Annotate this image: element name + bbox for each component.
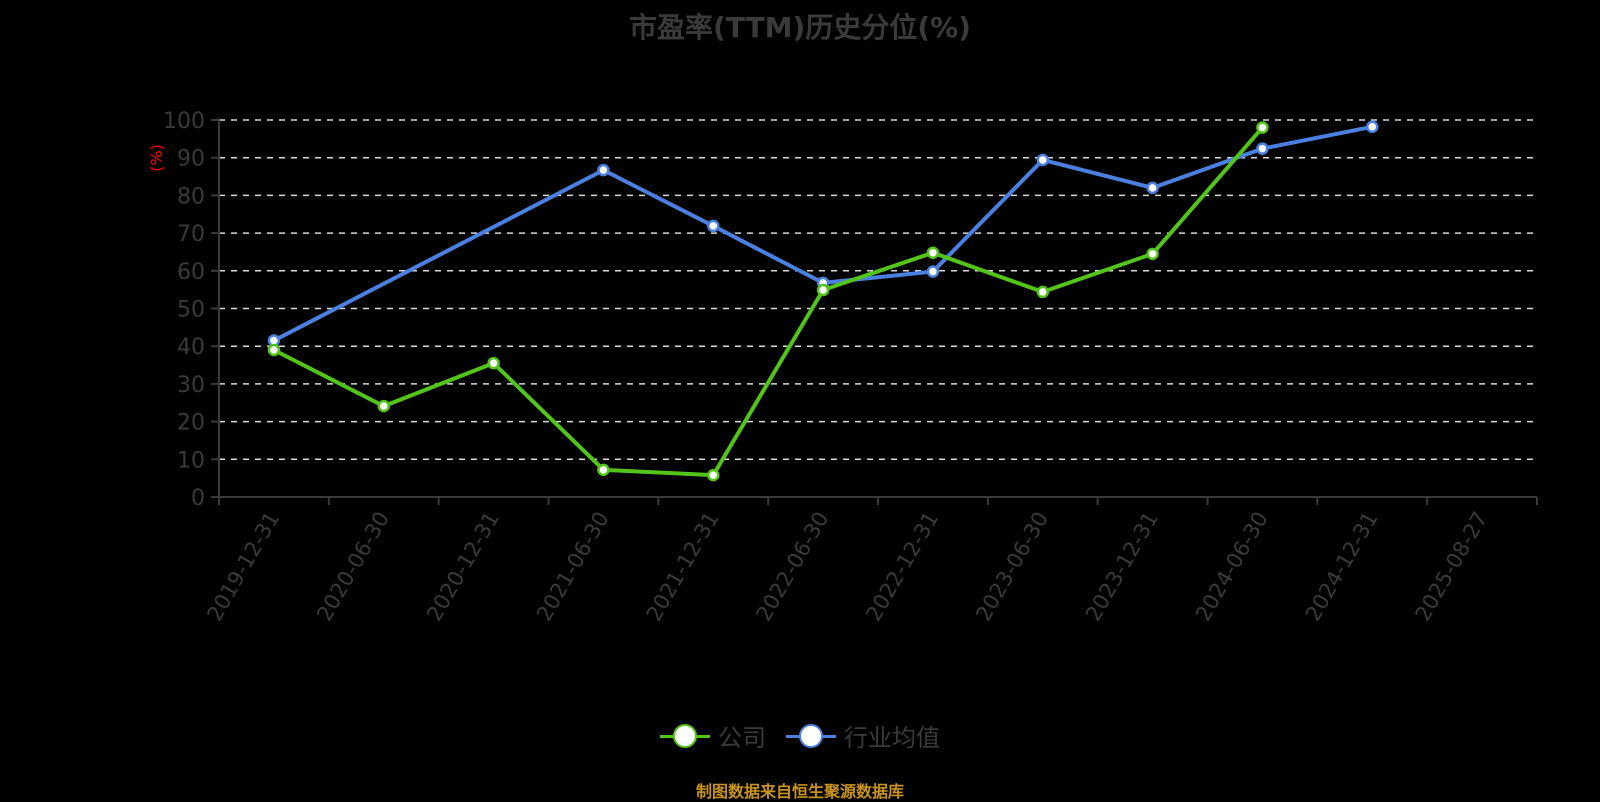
svg-text:0: 0 — [191, 486, 205, 511]
data-point[interactable] — [707, 468, 720, 482]
svg-text:100: 100 — [163, 109, 205, 134]
legend-marker-icon — [786, 723, 836, 748]
data-source-note: 制图数据来自恒生聚源数据库 — [695, 782, 904, 801]
svg-text:2024-06-30: 2024-06-30 — [1191, 508, 1273, 626]
legend-label: 行业均值 — [844, 724, 940, 752]
svg-text:2020-12-31: 2020-12-31 — [422, 508, 504, 626]
data-point[interactable] — [1256, 142, 1269, 155]
svg-text:2021-06-30: 2021-06-30 — [532, 508, 614, 626]
data-point[interactable] — [1146, 247, 1159, 261]
svg-text:2024-12-31: 2024-12-31 — [1301, 508, 1383, 626]
data-point[interactable] — [1366, 120, 1379, 134]
legend-item-company[interactable]: 公司 — [660, 718, 766, 753]
line-chart: 0 10 20 30 40 50 60 70 80 90 100 2019-12-31 2020-06… — [147, 109, 1538, 626]
data-point[interactable] — [1036, 153, 1049, 167]
grid-lines — [219, 119, 1537, 461]
legend-label: 公司 — [718, 724, 766, 752]
legend: 公司 行业均值 — [0, 718, 1600, 753]
data-point[interactable] — [597, 463, 610, 477]
data-point[interactable] — [1036, 285, 1049, 299]
data-series — [267, 120, 1379, 482]
data-point[interactable] — [1146, 181, 1159, 195]
data-point[interactable] — [926, 265, 940, 278]
svg-text:2023-12-31: 2023-12-31 — [1081, 508, 1163, 626]
svg-text:70: 70 — [177, 222, 205, 247]
data-point[interactable] — [377, 399, 390, 413]
data-point[interactable] — [1256, 121, 1269, 134]
chart-title: 市盈率(TTM)历史分位(%) — [629, 11, 971, 44]
data-point[interactable] — [267, 343, 281, 357]
svg-text:2022-06-30: 2022-06-30 — [752, 508, 834, 626]
series-industry-average — [267, 120, 1379, 347]
y-axis-unit-label: (%) — [147, 144, 166, 172]
svg-text:2019-12-31: 2019-12-31 — [202, 508, 284, 626]
svg-text:10: 10 — [177, 448, 205, 473]
svg-text:2023-06-30: 2023-06-30 — [971, 508, 1053, 626]
data-point[interactable] — [707, 219, 720, 233]
svg-text:60: 60 — [177, 260, 205, 285]
svg-text:30: 30 — [177, 373, 205, 398]
legend-item-industry-average[interactable]: 行业均值 — [786, 718, 940, 753]
svg-text:50: 50 — [177, 298, 205, 323]
svg-text:2022-12-31: 2022-12-31 — [861, 508, 943, 626]
svg-text:20: 20 — [177, 411, 205, 436]
svg-text:90: 90 — [177, 147, 205, 172]
svg-text:2021-12-31: 2021-12-31 — [642, 508, 724, 626]
x-axis: 2019-12-31 2020-06-30 2020-12-31 2021-06-30… — [202, 496, 1538, 626]
data-point[interactable] — [597, 163, 610, 177]
data-point[interactable] — [926, 246, 940, 259]
svg-text:2025-08-27: 2025-08-27 — [1411, 508, 1493, 626]
series-company — [267, 121, 1269, 482]
svg-text:80: 80 — [177, 184, 205, 209]
y-axis: 0 10 20 30 40 50 60 70 80 90 100 — [163, 109, 220, 511]
legend-marker-icon — [660, 723, 710, 748]
svg-text:40: 40 — [177, 335, 205, 360]
data-point[interactable] — [816, 283, 830, 297]
data-point[interactable] — [487, 356, 500, 370]
svg-text:2020-06-30: 2020-06-30 — [312, 508, 394, 626]
